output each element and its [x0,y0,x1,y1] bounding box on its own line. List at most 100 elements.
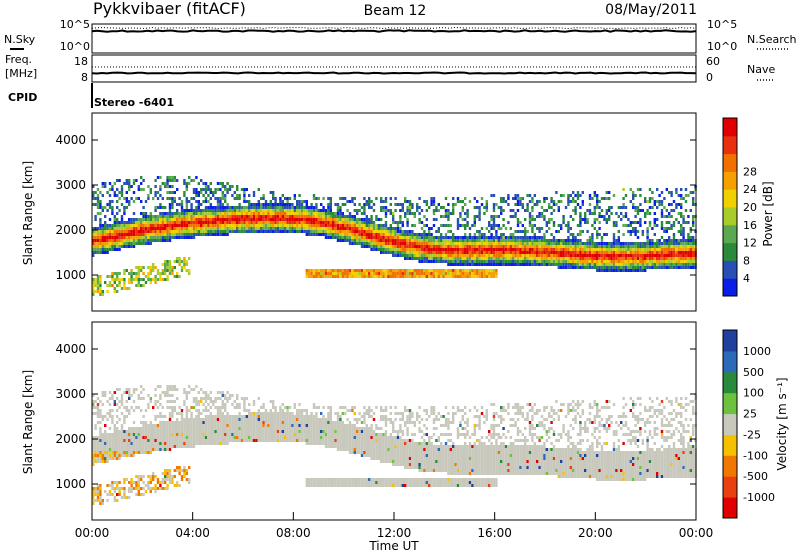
power-cell [648,242,652,245]
power-cell [260,224,263,227]
velocity-cell [173,445,176,448]
power-cell [687,260,690,263]
power-cell [516,254,520,257]
power-cell [348,272,352,275]
power-cell [526,206,529,209]
power-cell [432,224,436,227]
power-cell [288,224,292,227]
power-cell [634,254,637,257]
power-cell [509,239,512,242]
power-cell [180,227,184,230]
velocity-cell [120,487,124,490]
power-cell [418,236,421,239]
power-cell [581,230,584,233]
velocity-cell [176,445,179,448]
power-cell [593,251,596,254]
velocity-cell [99,490,102,493]
power-cell [576,233,580,236]
power-cell [581,248,584,251]
power-cell [207,185,210,188]
power-cell [113,242,116,245]
power-cell [572,236,575,239]
power-cell [512,242,515,245]
power-cell [130,236,133,239]
velocity-cell [173,430,176,433]
power-cell [279,221,282,224]
power-cell [543,257,546,260]
power-cell [336,209,340,212]
velocity-cell [123,454,126,457]
power-cell [147,218,150,221]
power-cell [536,263,539,266]
power-cell [531,230,534,233]
power-cell [226,230,229,233]
power-cell [152,239,155,242]
power-cell [560,257,563,260]
velocity-cell [154,394,157,397]
power-cell [356,224,359,227]
velocity-cell [219,442,222,445]
velocity-cell [120,397,124,400]
power-cell [483,269,486,272]
velocity-cell [99,496,102,499]
velocity-cell [216,427,220,430]
colorbar-tick-label: 16 [743,219,757,232]
power-cell [329,230,332,233]
power-cell [389,212,392,215]
velocity-cell [178,466,181,469]
power-cell [598,257,601,260]
power-cell [516,200,520,203]
power-cell [440,272,443,275]
velocity-cell [154,427,157,430]
power-cell [118,221,121,224]
power-cell [636,269,640,272]
velocity-cell [101,415,104,418]
velocity-cell [173,427,176,430]
power-cell [130,239,133,242]
power-cell [382,242,385,245]
power-cell [387,245,390,248]
power-cell [262,197,265,200]
power-cell [425,275,428,278]
velocity-cell [142,436,145,439]
power-cell [363,242,366,245]
power-cell [173,224,176,227]
velocity-cell [130,430,133,433]
velocity-cell [176,466,179,469]
power-cell [123,245,126,248]
power-cell [164,206,167,209]
power-cell [192,212,196,215]
velocity-cell [209,433,212,436]
power-cell [509,215,512,218]
power-cell [372,203,376,206]
velocity-cell [116,451,119,454]
power-cell [420,275,424,278]
power-cell [598,227,601,230]
power-cell [555,230,558,233]
power-cell [96,230,100,233]
velocity-cell [204,442,208,445]
power-cell [135,284,138,287]
power-cell [128,281,131,284]
velocity-cell [99,415,102,418]
power-cell [380,239,383,242]
power-cell [339,224,342,227]
power-cell [180,221,184,224]
power-cell [188,176,191,179]
power-cell [231,209,234,212]
velocity-cell [202,409,205,412]
power-cell [492,203,496,206]
power-cell [188,230,191,233]
velocity-cell [180,475,184,478]
power-cell [164,233,167,236]
power-cell [396,245,400,248]
power-cell [495,251,498,254]
power-cell [363,236,366,239]
power-cell [200,227,203,230]
power-cell [526,263,529,266]
power-cell [224,224,227,227]
power-cell [574,260,577,263]
power-cell [387,239,390,242]
power-cell [485,248,488,251]
colorbar-tick-label: 8 [743,254,750,267]
